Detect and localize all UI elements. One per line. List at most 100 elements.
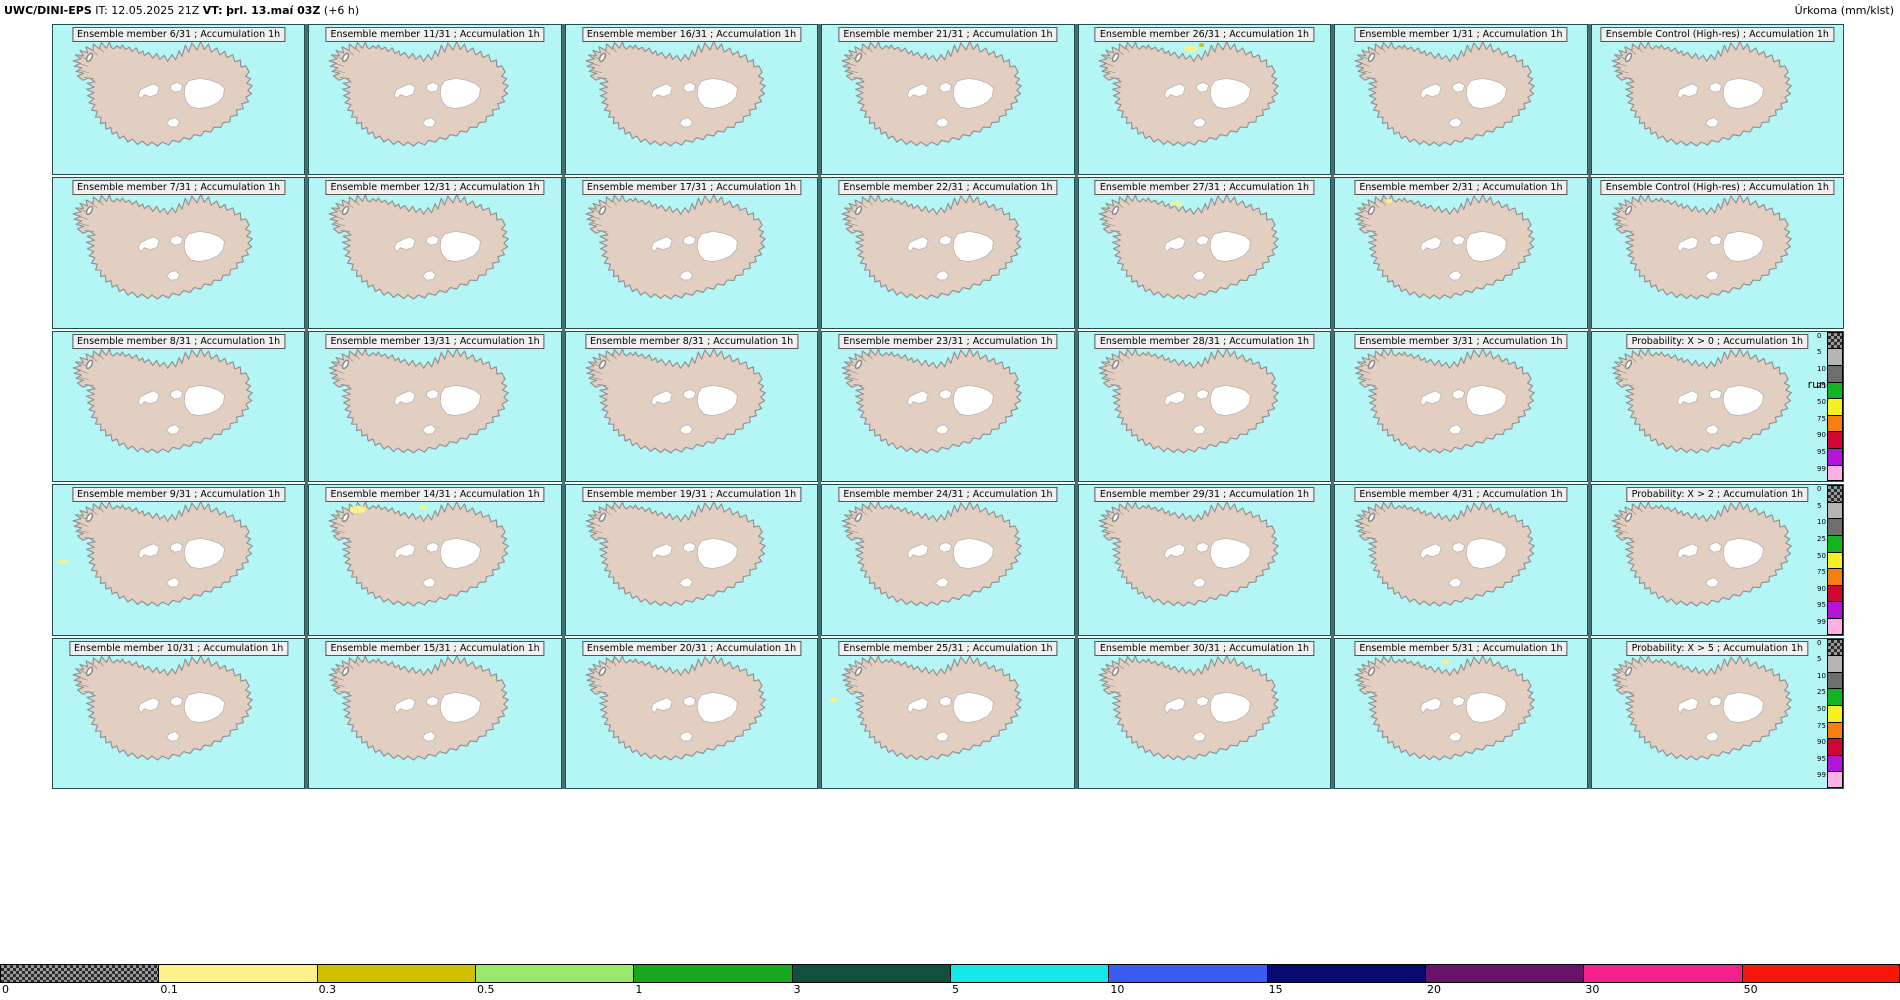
- precip-colorbar-segment: [1266, 964, 1425, 983]
- probability-colorbar-tick: 25: [1816, 688, 1826, 697]
- precip-colorbar-segment: [474, 964, 634, 983]
- panel-title: Ensemble member 10/31 ; Accumulation 1h: [69, 640, 289, 656]
- glacier-3: [1722, 538, 1764, 570]
- forecast-panel[interactable]: Ensemble member 5/31 ; Accumulation 1h: [1334, 637, 1588, 789]
- forecast-panel[interactable]: Ensemble member 10/31 ; Accumulation 1h: [52, 637, 306, 789]
- iceland-map: [823, 331, 1073, 482]
- glacier-4: [1448, 423, 1463, 435]
- probability-colorbar-tick: 0: [1816, 331, 1822, 340]
- forecast-panel[interactable]: Ensemble member 20/31 ; Accumulation 1h: [564, 637, 819, 789]
- column-separator: [1587, 24, 1591, 789]
- panel-title: Ensemble member 9/31 ; Accumulation 1h: [72, 487, 286, 503]
- forecast-panel[interactable]: Ensemble member 8/31 ; Accumulation 1h: [52, 330, 306, 483]
- forecast-panel[interactable]: Probability: X > 0 ; Accumulation 1h 0 5 10…: [1590, 330, 1844, 483]
- lake: [855, 359, 863, 369]
- glacier-4: [1448, 577, 1463, 588]
- glacier-2: [1163, 236, 1186, 253]
- glacier-4: [679, 423, 693, 435]
- iceland-landmass: [1354, 40, 1536, 147]
- iceland-landmass: [72, 654, 253, 761]
- probability-colorbar-segment: 50: [1817, 551, 1843, 569]
- forecast-panel[interactable]: Ensemble member 26/31 ; Accumulation 1h: [1077, 24, 1332, 176]
- forecast-panel[interactable]: Ensemble Control (High-res) ; Accumulati…: [1590, 177, 1844, 329]
- forecast-panel[interactable]: Ensemble member 19/31 ; Accumulation 1h: [564, 484, 819, 636]
- precip-colorbar-tick: 0.3: [318, 983, 337, 996]
- header-it-label: IT:: [95, 4, 108, 17]
- forecast-panel[interactable]: Ensemble member 29/31 ; Accumulation 1h: [1077, 484, 1332, 636]
- forecast-panel[interactable]: Ensemble member 30/31 ; Accumulation 1h: [1077, 637, 1332, 789]
- glacier-1: [169, 695, 184, 707]
- probability-colorbar-segment: 90: [1817, 431, 1843, 448]
- glacier-3: [183, 538, 225, 570]
- forecast-panel[interactable]: Ensemble member 16/31 ; Accumulation 1h: [564, 24, 819, 176]
- map-holder: [53, 485, 304, 635]
- lake: [1111, 359, 1120, 369]
- forecast-panel[interactable]: Ensemble member 23/31 ; Accumulation 1h: [821, 330, 1075, 483]
- map-holder: [1592, 25, 1843, 175]
- glacier-1: [1708, 542, 1722, 553]
- forecast-panel[interactable]: Ensemble member 25/31 ; Accumulation 1h: [821, 637, 1075, 789]
- forecast-panel[interactable]: Ensemble member 7/31 ; Accumulation 1h: [52, 177, 306, 329]
- precip-colorbar-segment: [633, 964, 792, 983]
- iceland-landmass: [328, 501, 510, 607]
- forecast-panel[interactable]: Ensemble member 6/31 ; Accumulation 1h: [52, 24, 306, 176]
- iceland-map: [567, 178, 817, 328]
- forecast-panel[interactable]: Probability: X > 5 ; Accumulation 1h 0 5 10…: [1590, 637, 1844, 789]
- probability-colorbar-tick: 25: [1816, 381, 1826, 390]
- forecast-panel[interactable]: Probability: X > 2 ; Accumulation 1h 0 5 10…: [1590, 484, 1844, 636]
- glacier-4: [679, 117, 693, 128]
- map-holder: [822, 485, 1073, 635]
- forecast-panel[interactable]: Ensemble member 21/31 ; Accumulation 1h: [821, 24, 1075, 176]
- forecast-panel[interactable]: Ensemble member 15/31 ; Accumulation 1h: [308, 637, 562, 789]
- forecast-panel[interactable]: Ensemble member 14/31 ; Accumulation 1h: [308, 484, 562, 636]
- iceland-map: [54, 638, 304, 788]
- probability-colorbar-segment: 95: [1817, 447, 1843, 465]
- forecast-panel[interactable]: Ensemble member 13/31 ; Accumulation 1h: [308, 330, 562, 483]
- iceland-landmass: [585, 501, 766, 607]
- precip-colorbar-tick: 50: [1743, 983, 1758, 996]
- glacier-4: [422, 117, 437, 128]
- header-it-value: 12.05.2025 21Z: [111, 4, 200, 17]
- forecast-panel[interactable]: Ensemble member 3/31 ; Accumulation 1h: [1334, 330, 1588, 483]
- forecast-panel[interactable]: Ensemble member 24/31 ; Accumulation 1h: [821, 484, 1075, 636]
- panel-title: Ensemble member 17/31 ; Accumulation 1h: [581, 180, 802, 196]
- forecast-panel[interactable]: Ensemble member 17/31 ; Accumulation 1h: [564, 177, 819, 329]
- panel-title: Ensemble member 11/31 ; Accumulation 1h: [325, 27, 545, 42]
- precip-colorbar-segment: [1108, 964, 1267, 983]
- precipitation-blob: [420, 504, 427, 509]
- lake: [85, 512, 94, 523]
- glacier-3: [1722, 77, 1764, 110]
- glacier-3: [1466, 538, 1508, 570]
- glacier-1: [939, 542, 953, 553]
- map-holder: [53, 331, 304, 482]
- panel-title: Probability: X > 0 ; Accumulation 1h: [1626, 333, 1809, 349]
- forecast-panel[interactable]: Ensemble member 1/31 ; Accumulation 1h: [1334, 24, 1588, 176]
- glacier-2: [907, 236, 929, 253]
- glacier-4: [935, 117, 950, 128]
- forecast-panel[interactable]: Ensemble member 12/31 ; Accumulation 1h: [308, 177, 562, 329]
- forecast-panel[interactable]: Ensemble member 2/31 ; Accumulation 1h: [1334, 177, 1588, 329]
- forecast-panel[interactable]: Ensemble member 22/31 ; Accumulation 1h: [821, 177, 1075, 329]
- forecast-panel[interactable]: Ensemble member 27/31 ; Accumulation 1h: [1077, 177, 1332, 329]
- glacier-4: [679, 270, 693, 281]
- forecast-panel[interactable]: Ensemble member 4/31 ; Accumulation 1h: [1334, 484, 1588, 636]
- forecast-panel[interactable]: Ensemble member 28/31 ; Accumulation 1h: [1077, 330, 1332, 483]
- glacier-2: [394, 543, 417, 560]
- lake: [855, 666, 863, 676]
- forecast-panel[interactable]: Ensemble member 8/31 ; Accumulation 1h: [564, 330, 819, 483]
- lake: [1111, 666, 1120, 676]
- glacier-1: [682, 695, 696, 707]
- lake: [85, 205, 94, 216]
- forecast-panel[interactable]: Ensemble member 9/31 ; Accumulation 1h: [52, 484, 306, 636]
- probability-colorbar-tick: 90: [1816, 584, 1826, 593]
- glacier-3: [440, 538, 482, 570]
- glacier-1: [1708, 235, 1722, 247]
- forecast-panel[interactable]: Ensemble Control (High-res) ; Accumulati…: [1590, 24, 1844, 176]
- iceland-map: [1079, 485, 1329, 635]
- probability-colorbar-tick: 10: [1816, 364, 1826, 373]
- lake: [598, 205, 607, 216]
- iceland-landmass: [841, 654, 1023, 761]
- glacier-2: [907, 83, 929, 100]
- forecast-panel[interactable]: Ensemble member 11/31 ; Accumulation 1h: [308, 24, 562, 176]
- glacier-3: [696, 231, 738, 263]
